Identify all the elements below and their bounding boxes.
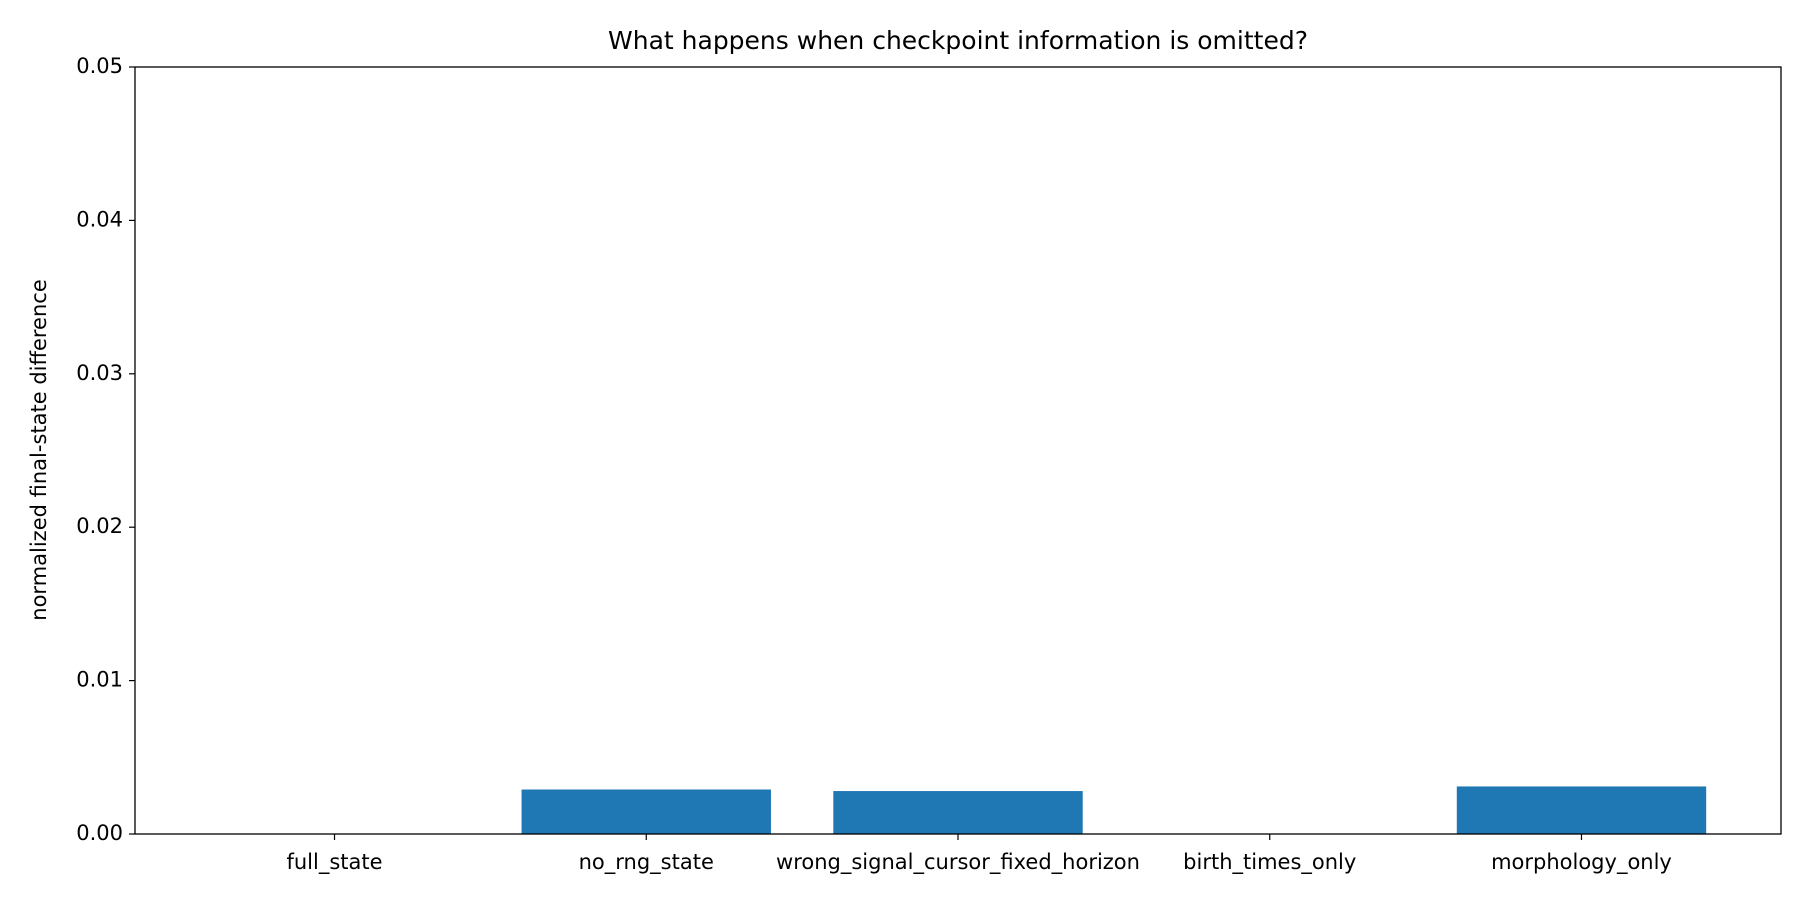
x-tick-label: wrong_signal_cursor_fixed_horizon <box>776 850 1140 875</box>
x-tick-label: no_rng_state <box>579 850 714 875</box>
y-tick-label: 0.04 <box>76 207 123 231</box>
y-axis-label: normalized final-state difference <box>27 279 51 620</box>
bar <box>1456 786 1707 834</box>
x-tick-label: full_state <box>286 850 382 875</box>
y-tick-label: 0.05 <box>76 54 123 78</box>
x-tick-label: morphology_only <box>1491 850 1672 875</box>
y-tick-label: 0.03 <box>76 361 123 385</box>
bar <box>521 789 771 834</box>
plot-frame <box>134 66 1782 835</box>
y-tick-label: 0.02 <box>76 514 123 538</box>
chart-title: What happens when checkpoint information… <box>608 26 1308 55</box>
bar <box>833 791 1083 834</box>
x-tick-label: birth_times_only <box>1183 850 1356 875</box>
y-tick-label: 0.01 <box>76 668 123 692</box>
y-tick-label: 0.00 <box>76 821 123 845</box>
